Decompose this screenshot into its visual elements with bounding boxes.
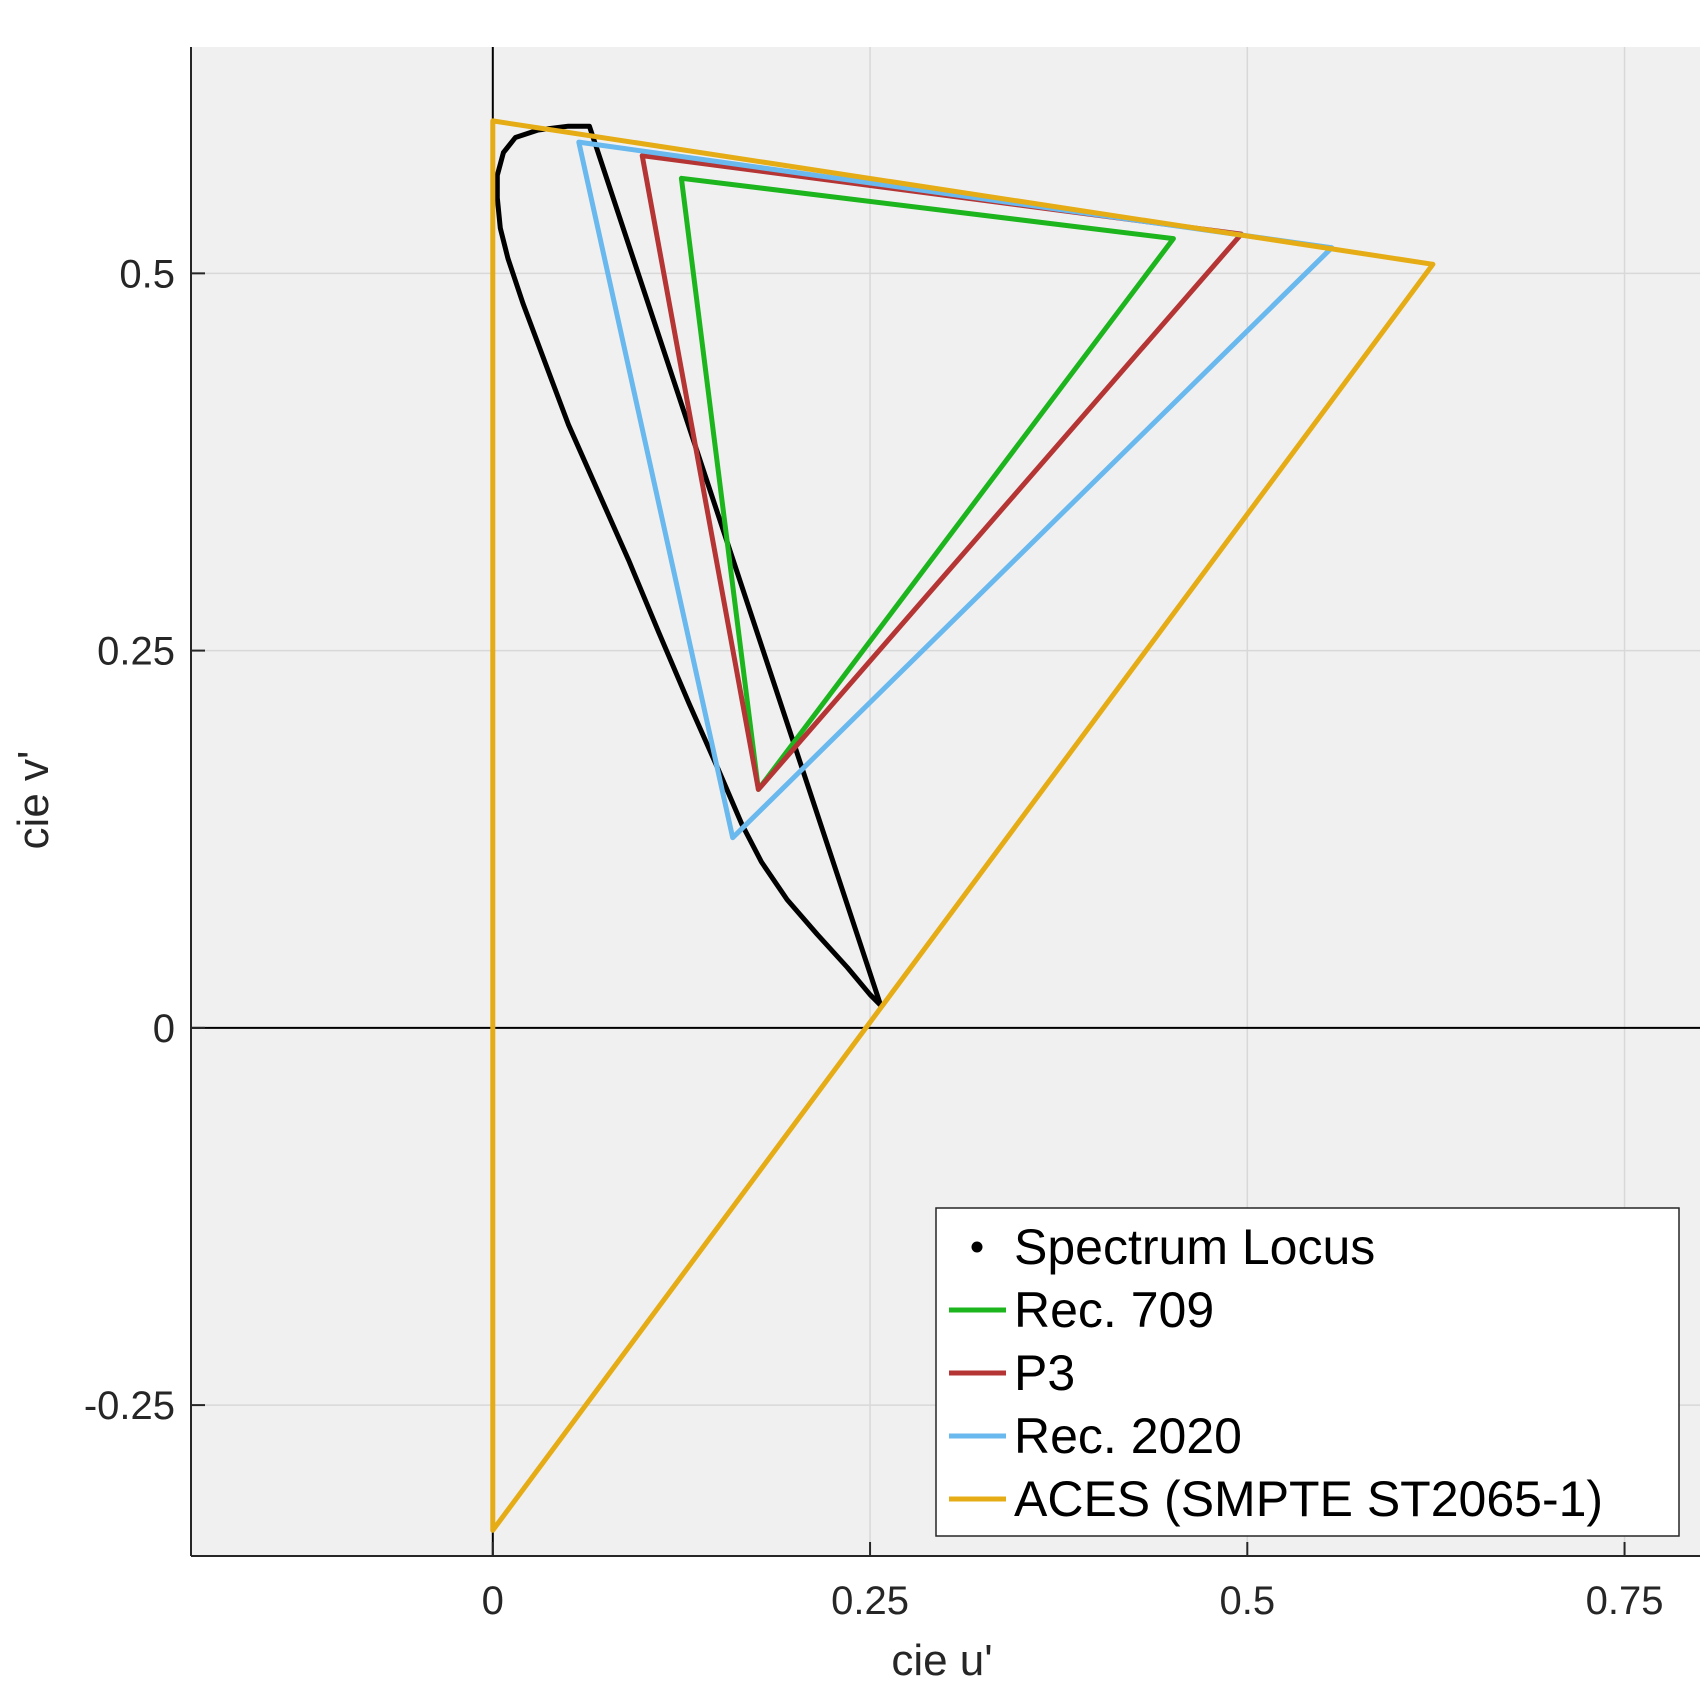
legend: Spectrum Locus Rec. 709 P3 Rec. 2020 ACES (S… xyxy=(935,1207,1680,1537)
y-tick-label: -0.25 xyxy=(84,1384,175,1428)
x-tick-label: 0 xyxy=(482,1579,504,1623)
legend-marker xyxy=(971,1241,983,1253)
legend-label: P3 xyxy=(1014,1345,1075,1401)
x-tick-label: 0.75 xyxy=(1586,1579,1664,1623)
y-tick-label: 0.25 xyxy=(97,630,175,674)
axes: 0 0.25 0.5 0.75 -0.25 0 0.25 0.5 xyxy=(84,47,1700,1623)
y-axis-label: cie v' xyxy=(9,751,58,850)
x-tick-label: 0.5 xyxy=(1219,1579,1275,1623)
series-line-rec-2020 xyxy=(576,139,1335,841)
series-line-spectrum-locus xyxy=(494,123,884,1008)
legend-label: ACES (SMPTE ST2065-1) xyxy=(1014,1471,1603,1527)
x-tick-label: 0.25 xyxy=(831,1579,909,1623)
series-line-aces-smpte-st2065-1 xyxy=(490,118,1436,1533)
y-tick-label: 0 xyxy=(153,1007,175,1051)
legend-label: Rec. 709 xyxy=(1014,1282,1214,1338)
x-axis-label: cie u' xyxy=(891,1636,992,1685)
legend-label: Spectrum Locus xyxy=(1014,1219,1375,1275)
legend-label: Rec. 2020 xyxy=(1014,1408,1242,1464)
legend-box xyxy=(935,1207,1680,1537)
y-tick-label: 0.5 xyxy=(119,252,175,296)
series-layer xyxy=(490,118,1436,1533)
series-line-rec-709 xyxy=(678,175,1176,792)
